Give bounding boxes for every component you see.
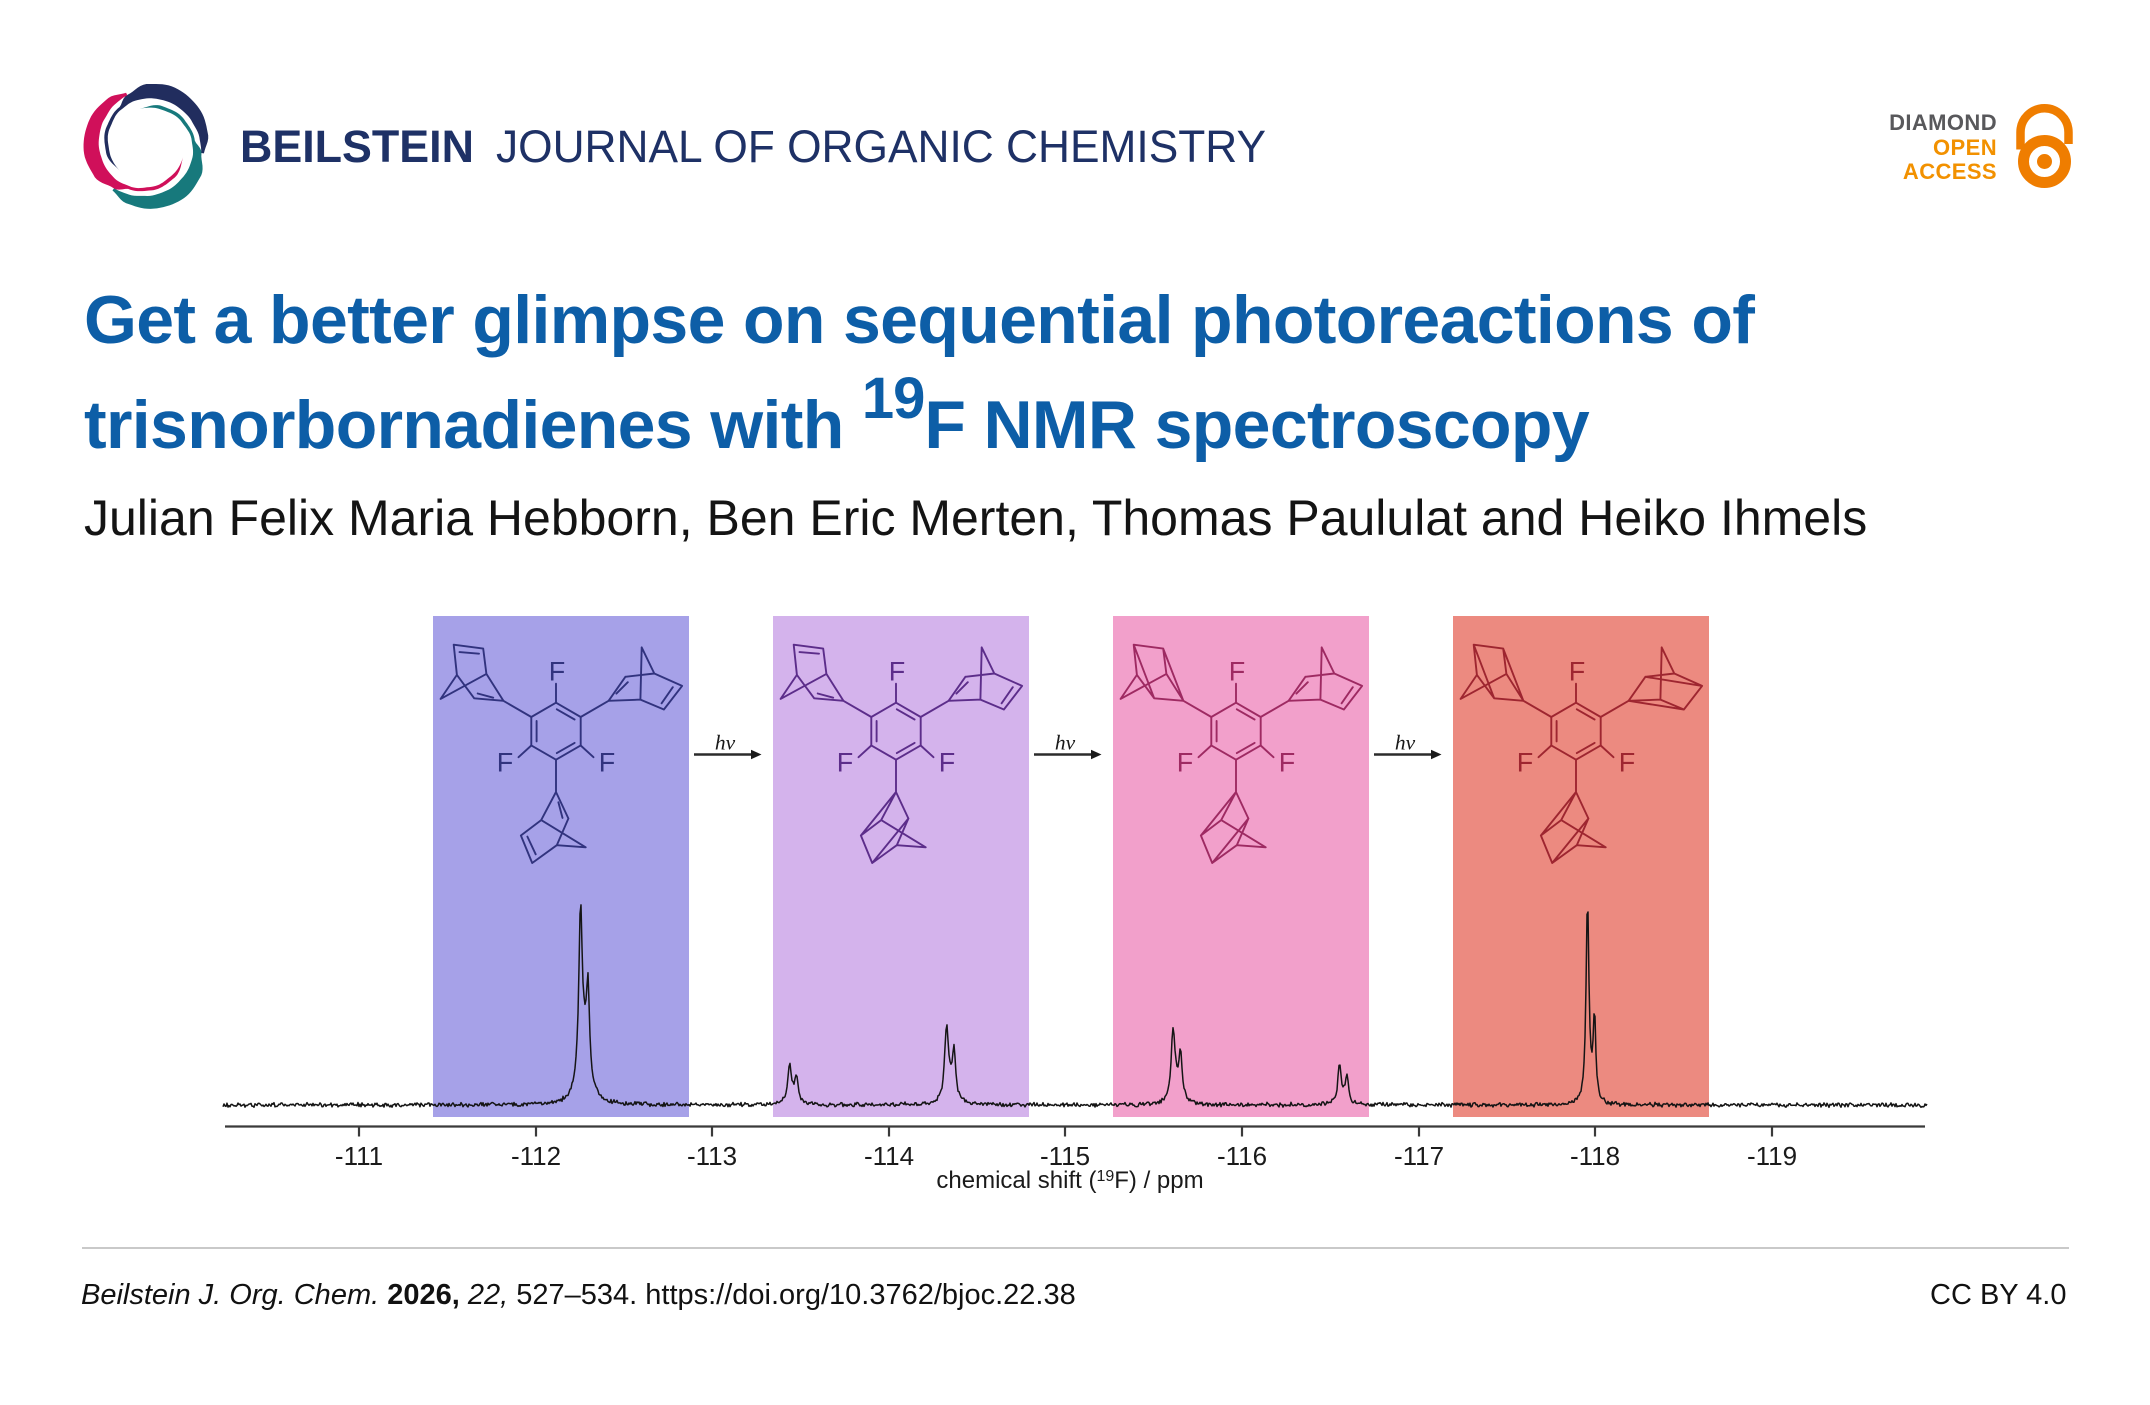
svg-text:chemical shift (19F) / ppm: chemical shift (19F) / ppm	[936, 1167, 1203, 1194]
svg-text:-111: -111	[335, 1141, 383, 1171]
svg-text:hν: hν	[715, 731, 736, 755]
svg-text:F: F	[1279, 748, 1296, 778]
svg-text:F: F	[1517, 748, 1534, 778]
svg-text:-116: -116	[1217, 1141, 1267, 1171]
svg-text:F: F	[497, 748, 514, 778]
svg-text:-119: -119	[1747, 1141, 1797, 1171]
svg-text:hν: hν	[1395, 731, 1416, 755]
svg-text:-117: -117	[1394, 1141, 1444, 1171]
svg-text:-113: -113	[687, 1141, 737, 1171]
svg-text:-112: -112	[511, 1141, 561, 1171]
svg-text:F: F	[837, 748, 854, 778]
svg-text:-114: -114	[864, 1141, 914, 1171]
svg-text:BEILSTEIN: BEILSTEIN	[240, 121, 474, 172]
svg-text:F: F	[599, 748, 616, 778]
svg-text:-115: -115	[1040, 1141, 1090, 1171]
svg-text:F: F	[1177, 748, 1194, 778]
svg-text:F: F	[889, 657, 906, 687]
svg-text:F: F	[549, 657, 566, 687]
svg-text:hν: hν	[1055, 731, 1076, 755]
svg-text:-118: -118	[1570, 1141, 1620, 1171]
svg-text:JOURNAL OF ORGANIC CHEMISTRY: JOURNAL OF ORGANIC CHEMISTRY	[496, 121, 1266, 172]
svg-text:F: F	[1619, 748, 1636, 778]
svg-text:F: F	[1229, 657, 1246, 687]
svg-text:F: F	[1569, 657, 1586, 687]
svg-text:F: F	[939, 748, 956, 778]
